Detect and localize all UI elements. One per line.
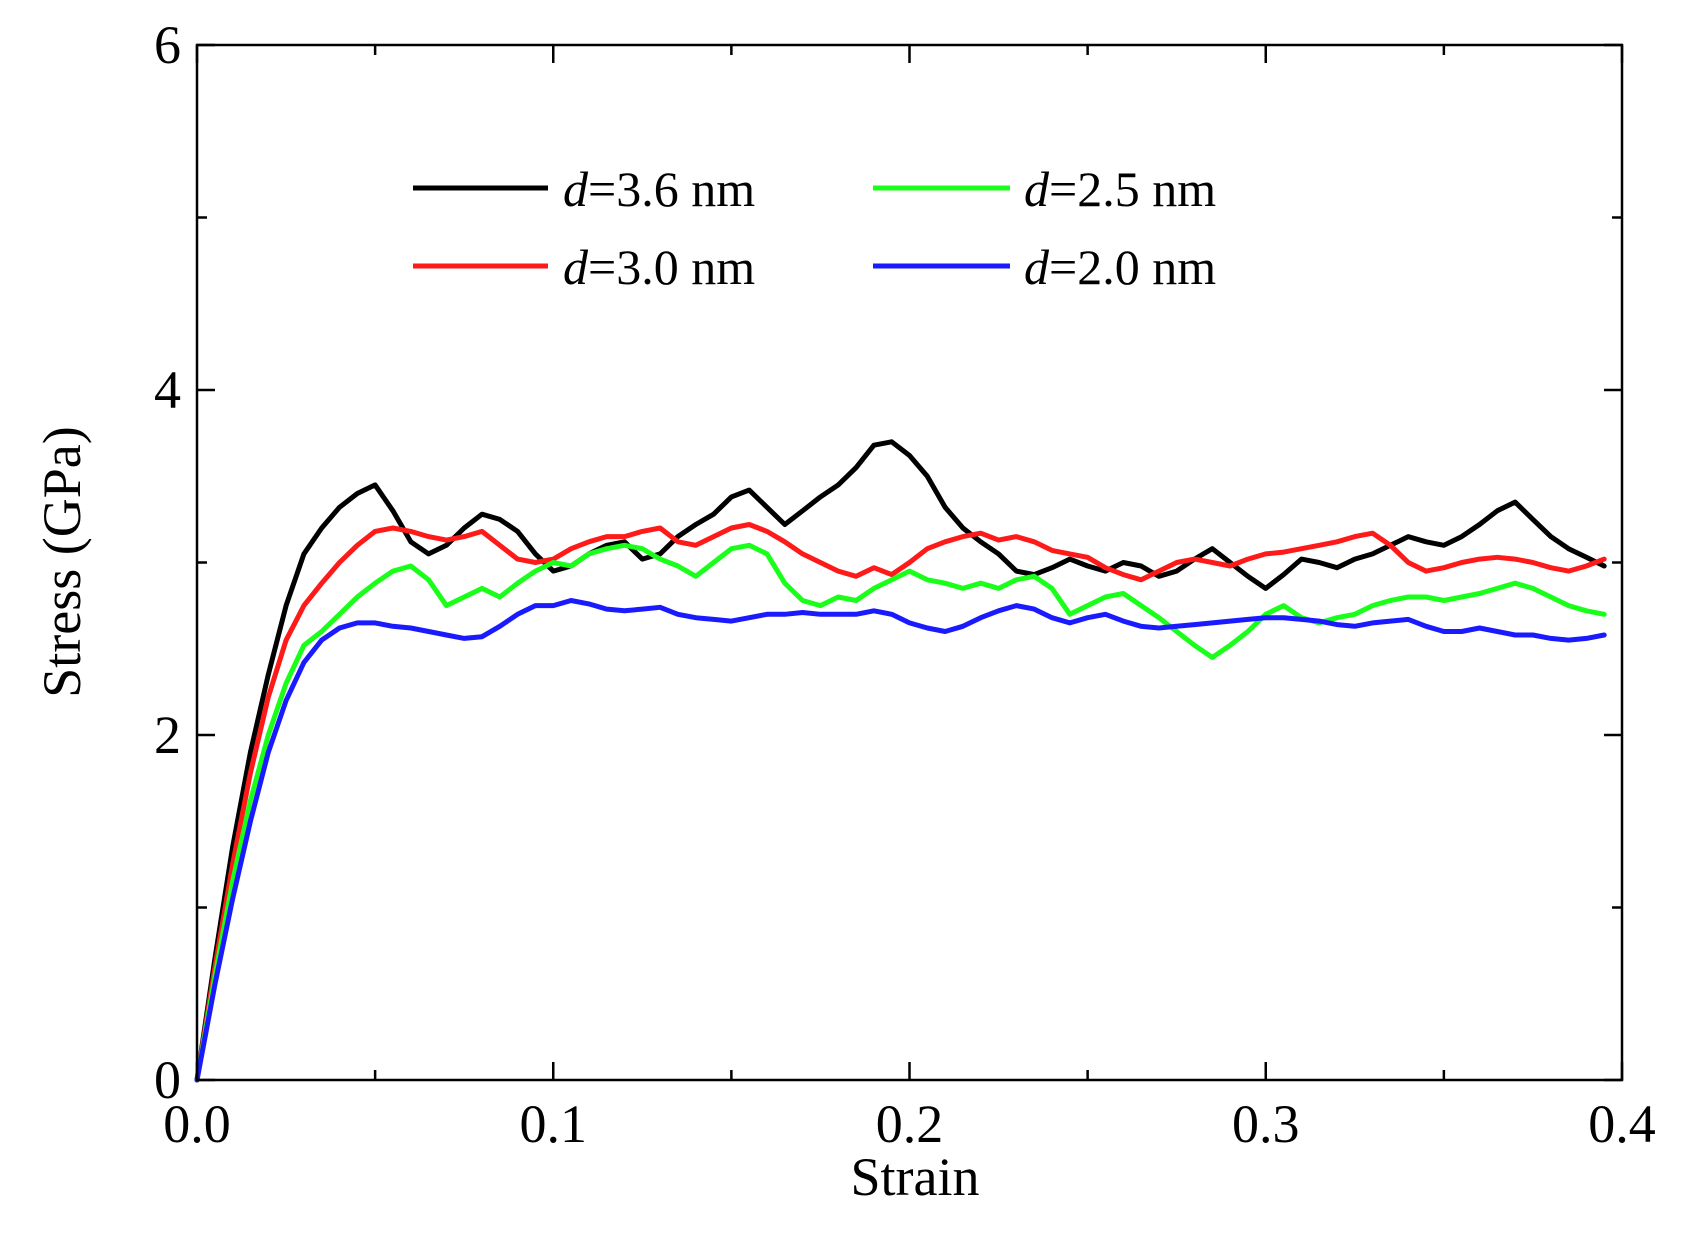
legend-label-d-2-0: d=2.0 nm bbox=[1024, 239, 1216, 295]
legend-label-d-2-5: d=2.5 nm bbox=[1024, 161, 1216, 217]
series-line-d-3-0-nm bbox=[194, 522, 1607, 1083]
series-line-d-3-6-nm bbox=[194, 439, 1607, 1083]
x-tick-label: 0.0 bbox=[163, 1094, 231, 1154]
x-tick-label: 0.2 bbox=[876, 1094, 944, 1154]
y-tick-label: 2 bbox=[154, 705, 181, 765]
y-tick-label: 0 bbox=[154, 1050, 181, 1110]
x-tick-label: 0.3 bbox=[1232, 1094, 1300, 1154]
series-line-d-2-0-nm bbox=[194, 598, 1607, 1083]
series-layer bbox=[194, 439, 1607, 1083]
legend: d=3.6 nm d=3.0 nm d=2.5 nm d=2.0 nm bbox=[413, 161, 1216, 295]
x-tick-label: 0.4 bbox=[1588, 1094, 1656, 1154]
series-line-d-2-5-nm bbox=[194, 542, 1607, 1083]
x-axis-title: Strain bbox=[851, 1147, 980, 1207]
y-tick-label: 6 bbox=[154, 15, 181, 75]
legend-label-d-3-6: d=3.6 nm bbox=[563, 161, 755, 217]
legend-label-d-3-0: d=3.0 nm bbox=[563, 239, 755, 295]
y-tick-label: 4 bbox=[154, 360, 181, 420]
ticks-layer: 0.0 0.1 0.2 0.3 0.4 0 2 4 6 bbox=[154, 15, 1656, 1154]
y-axis-title: Stress (GPa) bbox=[32, 426, 92, 697]
x-tick-label: 0.1 bbox=[520, 1094, 588, 1154]
